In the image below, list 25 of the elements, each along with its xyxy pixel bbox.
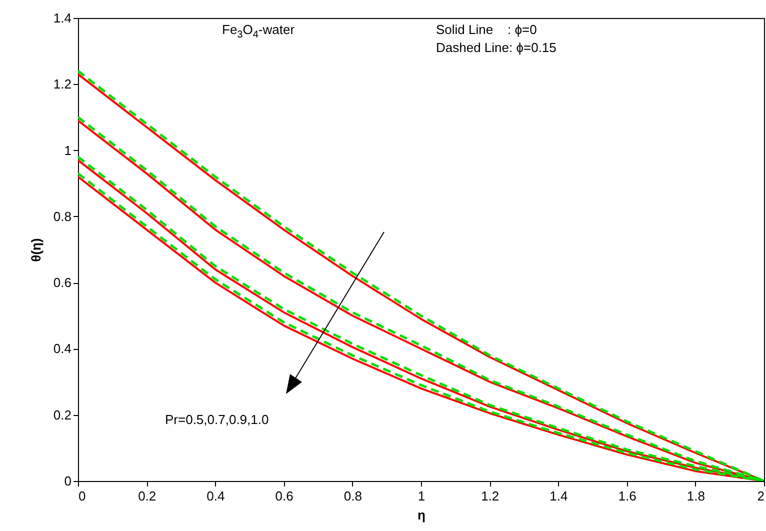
y-tick-label: 1 <box>64 142 72 158</box>
x-tick-label: 1 <box>418 488 426 504</box>
y-tick-label: 0.4 <box>53 341 72 356</box>
x-tick-label: 0.2 <box>138 488 156 504</box>
annotation: Fe$_{3}$O$_{4}$-water <box>222 22 295 43</box>
y-tick-label: 0.6 <box>53 275 72 290</box>
y-tick-label: 1.2 <box>53 76 72 92</box>
y-tick-label: 0 <box>64 474 72 488</box>
annotation: Solid Line : ϕ=0 <box>436 22 537 38</box>
y-axis-title: θ(η) <box>28 238 44 262</box>
y-tick-label: 1.4 <box>53 10 72 26</box>
x-tick-label: 1.8 <box>686 488 705 504</box>
y-tick-label: 0.8 <box>53 208 72 224</box>
x-tick-label: 1.2 <box>481 488 500 504</box>
y-tick-label: 0.2 <box>53 407 72 422</box>
x-tick-label: 2 <box>757 488 764 504</box>
x-tick-label: 1.4 <box>550 488 568 504</box>
x-tick-label: 1.6 <box>618 488 636 504</box>
x-axis-title: η <box>418 508 426 522</box>
x-tick-label: 0.8 <box>344 488 362 504</box>
x-tick-label: 0 <box>78 488 86 504</box>
annotation: Dashed Line: ϕ=0.15 <box>436 40 556 56</box>
annotation: Pr=0.5,0.7,0.9,1.0 <box>165 412 269 428</box>
x-tick-label: 0.4 <box>206 488 225 504</box>
x-tick-label: 0.6 <box>275 488 294 504</box>
